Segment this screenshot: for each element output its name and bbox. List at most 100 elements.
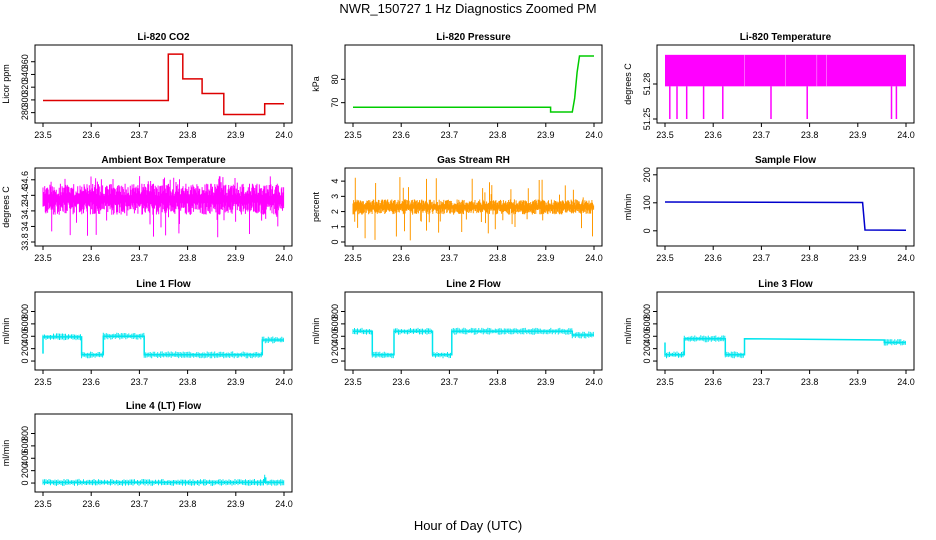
y-axis-label: degrees C: [623, 63, 633, 105]
x-tick-label: 23.5: [34, 377, 52, 387]
panel-title: Li-820 CO2: [137, 32, 190, 43]
y-axis-label: ml/min: [1, 440, 11, 467]
series-line-1: [353, 330, 594, 356]
x-tick-label: 23.7: [441, 253, 459, 263]
y-tick-label: 0: [330, 239, 340, 244]
x-tick-label: 23.6: [392, 377, 410, 387]
panel-6: Sample Flow ml/min 23.5 23.6 23.7 23.8 23.9 24.…: [623, 155, 915, 263]
y-tick-label: 320: [20, 80, 30, 95]
y-axis-label: ml/min: [311, 318, 321, 345]
y-tick-label: 800: [20, 304, 30, 319]
x-tick-label: 23.8: [179, 253, 197, 263]
y-tick-label: 0: [330, 359, 340, 364]
series-noise: [42, 474, 285, 486]
x-tick-label: 23.7: [753, 253, 771, 263]
x-tick-label: 23.9: [227, 130, 245, 140]
panel-7: Line 1 Flow ml/min 23.5 23.6 23.7 23.8 23.9 24.…: [1, 279, 293, 387]
x-tick-label: 23.5: [344, 130, 362, 140]
x-tick-label: 23.8: [179, 377, 197, 387]
x-tick-label: 23.6: [82, 253, 100, 263]
x-tick-label: 23.5: [34, 130, 52, 140]
y-tick-label: 340: [20, 67, 30, 82]
y-tick-label: 600: [330, 316, 340, 331]
series-noise: [42, 176, 285, 238]
x-tick-label: 23.5: [344, 253, 362, 263]
y-tick-label: 400: [642, 329, 652, 344]
x-tick-label: 23.6: [392, 130, 410, 140]
x-tick-label: 24.0: [585, 130, 603, 140]
x-tick-label: 23.9: [849, 377, 867, 387]
y-tick-label: 2: [330, 209, 340, 214]
y-tick-label: 800: [642, 304, 652, 319]
x-tick-label: 23.6: [392, 253, 410, 263]
y-tick-label: 200: [642, 341, 652, 356]
y-tick-label: 400: [20, 451, 30, 466]
plot-frame: [344, 167, 603, 247]
x-tick-label: 23.9: [227, 377, 245, 387]
y-tick-label: 800: [20, 426, 30, 441]
x-tick-label: 23.6: [704, 377, 722, 387]
x-tick-label: 23.6: [704, 130, 722, 140]
y-tick-label: 0: [642, 359, 652, 364]
y-tick-label: 600: [20, 438, 30, 453]
x-tick-label: 23.7: [131, 377, 149, 387]
y-tick-label: 360: [20, 54, 30, 69]
y-tick-label: 34.2: [20, 202, 30, 220]
y-tick-label: 70: [330, 98, 340, 108]
y-tick-label: 34.6: [20, 171, 30, 189]
y-tick-label: 200: [20, 463, 30, 478]
series-line-1: [43, 53, 284, 116]
y-tick-label: 51.25: [642, 108, 652, 131]
x-tick-label: 23.9: [537, 253, 555, 263]
y-tick-label: 400: [330, 329, 340, 344]
y-axis-label: kPa: [311, 76, 321, 92]
x-tick-label: 23.9: [537, 377, 555, 387]
x-tick-label: 23.6: [82, 130, 100, 140]
x-tick-label: 23.8: [801, 130, 819, 140]
x-tick-label: 23.5: [656, 377, 674, 387]
series-gaps: [744, 54, 827, 87]
x-tick-label: 23.7: [753, 377, 771, 387]
x-tick-label: 23.8: [801, 377, 819, 387]
x-tick-label: 24.0: [275, 499, 293, 509]
y-tick-label: 4: [330, 179, 340, 184]
x-tick-label: 23.7: [131, 253, 149, 263]
x-tick-label: 23.6: [82, 499, 100, 509]
panel-5: Gas Stream RH percent 23.5 23.6 23.7 23.8 23.9…: [311, 155, 603, 263]
series-noise: [42, 332, 284, 359]
x-tick-label: 23.8: [179, 499, 197, 509]
x-tick-label: 23.9: [227, 253, 245, 263]
y-tick-label: 34.4: [20, 187, 30, 205]
panel-title: Sample Flow: [755, 155, 816, 166]
series-line-1: [353, 55, 594, 113]
panel-3: Li-820 Temperature degrees C 23.5 23.6 23.7 2…: [623, 32, 915, 140]
y-tick-label: 3: [330, 194, 340, 199]
x-tick-label: 24.0: [585, 377, 603, 387]
y-tick-label: 1: [330, 224, 340, 229]
series-noise: [352, 327, 594, 359]
y-tick-label: 400: [20, 329, 30, 344]
y-tick-label: 800: [330, 304, 340, 319]
panel-1: Li-820 CO2 Licor ppm 23.5 23.6 23.7 23.8 23.9 2…: [1, 32, 293, 140]
plot-frame: [34, 167, 293, 247]
x-tick-label: 23.7: [441, 377, 459, 387]
x-tick-label: 23.9: [537, 130, 555, 140]
x-tick-label: 23.7: [131, 499, 149, 509]
y-tick-label: 0: [642, 228, 652, 233]
y-tick-label: 200: [20, 341, 30, 356]
plot-frame: [344, 291, 603, 371]
x-tick-label: 24.0: [897, 377, 915, 387]
x-tick-label: 23.5: [656, 253, 674, 263]
panel-title: Line 3 Flow: [758, 279, 813, 290]
x-tick-label: 23.7: [753, 130, 771, 140]
x-tick-label: 24.0: [897, 253, 915, 263]
panel-title: Li-820 Pressure: [436, 32, 511, 43]
x-tick-label: 24.0: [585, 253, 603, 263]
x-tick-label: 24.0: [897, 130, 915, 140]
x-tick-label: 23.7: [441, 130, 459, 140]
x-tick-label: 23.9: [849, 130, 867, 140]
x-tick-label: 24.0: [275, 377, 293, 387]
y-axis-label: percent: [311, 191, 321, 222]
x-tick-label: 23.9: [849, 253, 867, 263]
x-tick-label: 23.5: [34, 253, 52, 263]
